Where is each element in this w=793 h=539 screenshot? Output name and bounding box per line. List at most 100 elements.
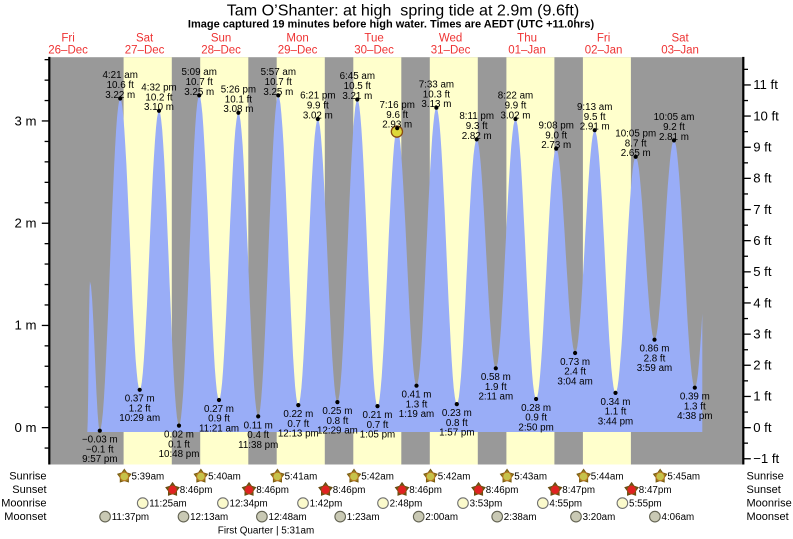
svg-text:9:13 am: 9:13 am (577, 102, 612, 113)
svg-text:6 ft: 6 ft (753, 233, 772, 248)
svg-text:10.1 ft: 10.1 ft (225, 95, 253, 106)
svg-text:9.9 ft: 9.9 ft (505, 101, 527, 112)
svg-text:8 ft: 8 ft (753, 171, 772, 186)
svg-text:2:38am: 2:38am (504, 512, 537, 523)
svg-text:7:16 pm: 7:16 pm (379, 100, 414, 111)
svg-text:4:38 pm: 4:38 pm (677, 411, 712, 422)
svg-text:Sunset: Sunset (747, 484, 781, 496)
svg-text:Tam O’Shanter: at high spring: Tam O’Shanter: at high spring tide at 2.… (227, 2, 579, 20)
svg-text:Sun: Sun (211, 33, 231, 45)
svg-text:5:43am: 5:43am (514, 472, 547, 483)
svg-text:0.4 ft: 0.4 ft (247, 430, 269, 441)
svg-text:11:25am: 11:25am (149, 499, 186, 510)
svg-text:10.3 ft: 10.3 ft (423, 89, 451, 100)
svg-text:0.21 m: 0.21 m (363, 410, 393, 421)
svg-text:0.1 ft: 0.1 ft (168, 439, 190, 450)
svg-text:2.81 m: 2.81 m (659, 132, 689, 143)
svg-text:Moonset: Moonset (747, 511, 789, 523)
svg-text:1:23am: 1:23am (347, 512, 380, 523)
svg-text:3:20am: 3:20am (583, 512, 616, 523)
svg-text:0.7 ft: 0.7 ft (287, 419, 309, 430)
svg-text:4 ft: 4 ft (753, 295, 772, 310)
svg-text:3:53pm: 3:53pm (470, 499, 503, 510)
svg-text:8:11 pm: 8:11 pm (459, 111, 494, 122)
svg-text:9.0 ft: 9.0 ft (545, 130, 567, 141)
svg-text:Thu: Thu (517, 33, 537, 45)
svg-text:3 m: 3 m (15, 113, 37, 128)
svg-text:26–Dec: 26–Dec (48, 45, 88, 57)
svg-text:0.9 ft: 0.9 ft (525, 413, 547, 424)
svg-text:10 ft: 10 ft (753, 108, 779, 123)
svg-text:9.5 ft: 9.5 ft (584, 112, 606, 123)
svg-text:2:48pm: 2:48pm (390, 499, 423, 510)
svg-text:1:57 pm: 1:57 pm (439, 428, 474, 439)
svg-text:8:46pm: 8:46pm (180, 485, 213, 496)
svg-text:−0.1 ft: −0.1 ft (86, 444, 114, 455)
svg-text:Sunrise: Sunrise (747, 470, 784, 482)
svg-text:8:46pm: 8:46pm (333, 485, 366, 496)
svg-text:Sunrise: Sunrise (9, 470, 46, 482)
svg-text:Fri: Fri (597, 33, 610, 45)
svg-text:8:22 am: 8:22 am (498, 91, 533, 102)
svg-text:5:57 am: 5:57 am (261, 67, 296, 78)
svg-text:Mon: Mon (286, 33, 308, 45)
svg-text:4:21 am: 4:21 am (102, 70, 137, 81)
svg-text:0.39 m: 0.39 m (680, 392, 710, 403)
svg-text:31–Dec: 31–Dec (431, 45, 471, 57)
svg-text:Wed: Wed (439, 33, 462, 45)
svg-text:8.7 ft: 8.7 ft (625, 139, 647, 150)
svg-text:5:39am: 5:39am (132, 472, 165, 483)
svg-text:0.11 m: 0.11 m (244, 420, 273, 431)
svg-text:11:38 pm: 11:38 pm (238, 440, 278, 451)
svg-text:3.25 m: 3.25 m (263, 87, 293, 98)
svg-text:Moonrise: Moonrise (1, 497, 46, 509)
svg-text:5:42am: 5:42am (438, 472, 471, 483)
svg-text:0.41 m: 0.41 m (402, 390, 432, 401)
svg-text:30–Dec: 30–Dec (354, 45, 394, 57)
svg-text:1:05 pm: 1:05 pm (360, 430, 395, 441)
svg-text:5:09 am: 5:09 am (181, 67, 216, 78)
svg-text:0.23 m: 0.23 m (442, 408, 472, 419)
svg-text:5:45am: 5:45am (667, 472, 700, 483)
svg-text:10:29 am: 10:29 am (119, 413, 160, 424)
svg-text:6:21 pm: 6:21 pm (300, 91, 335, 102)
svg-text:7:33 am: 7:33 am (419, 79, 454, 90)
svg-text:27–Dec: 27–Dec (125, 45, 165, 57)
svg-text:03–Jan: 03–Jan (661, 45, 699, 57)
svg-text:3.02 m: 3.02 m (303, 110, 333, 121)
svg-text:5:41am: 5:41am (285, 472, 318, 483)
svg-text:11 ft: 11 ft (753, 77, 778, 92)
svg-text:0.27 m: 0.27 m (204, 404, 234, 415)
svg-text:Tue: Tue (364, 33, 383, 45)
svg-text:3:44 pm: 3:44 pm (598, 416, 633, 427)
svg-text:10:48 pm: 10:48 pm (159, 449, 200, 460)
svg-text:First Quarter | 5:31am: First Quarter | 5:31am (218, 525, 314, 536)
svg-text:0.58 m: 0.58 m (481, 372, 511, 383)
svg-text:5:26 pm: 5:26 pm (221, 85, 256, 96)
svg-text:28–Dec: 28–Dec (201, 45, 241, 57)
svg-text:−1 ft: −1 ft (753, 451, 779, 466)
svg-text:9:08 pm: 9:08 pm (538, 120, 573, 131)
svg-text:8:47pm: 8:47pm (562, 485, 595, 496)
svg-text:7 ft: 7 ft (753, 202, 772, 217)
svg-text:Moonrise: Moonrise (747, 497, 792, 509)
svg-text:0.7 ft: 0.7 ft (367, 420, 389, 431)
svg-text:3 ft: 3 ft (753, 326, 772, 341)
svg-text:11:21 am: 11:21 am (199, 423, 239, 434)
svg-text:5:40am: 5:40am (208, 472, 241, 483)
svg-text:Sat: Sat (671, 33, 689, 45)
svg-text:2:50 pm: 2:50 pm (518, 422, 553, 433)
svg-text:12:29 am: 12:29 am (317, 425, 358, 436)
svg-text:10.2 ft: 10.2 ft (145, 93, 173, 104)
svg-text:0.86 m: 0.86 m (640, 344, 670, 355)
svg-text:5:44am: 5:44am (591, 472, 624, 483)
svg-text:Image captured 19 minutes befo: Image captured 19 minutes before high wa… (188, 19, 595, 31)
svg-text:0.8 ft: 0.8 ft (327, 416, 349, 427)
svg-text:11:37pm: 11:37pm (112, 512, 149, 523)
svg-text:3.13 m: 3.13 m (421, 99, 451, 110)
svg-text:0.37 m: 0.37 m (125, 394, 155, 405)
svg-text:9.9 ft: 9.9 ft (307, 101, 329, 112)
svg-text:10:05 pm: 10:05 pm (615, 129, 656, 140)
svg-text:2 ft: 2 ft (753, 358, 772, 373)
svg-text:3.10 m: 3.10 m (144, 102, 174, 113)
